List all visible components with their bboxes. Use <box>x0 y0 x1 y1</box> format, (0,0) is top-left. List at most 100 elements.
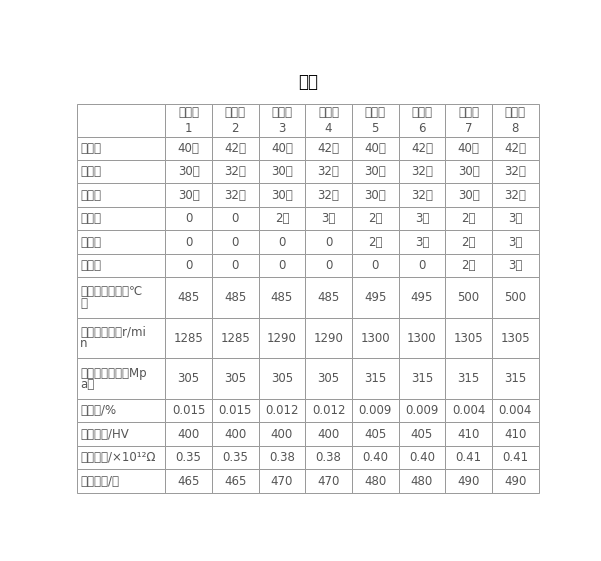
Text: 实施例: 实施例 <box>272 105 293 119</box>
Text: 0.40: 0.40 <box>362 451 388 464</box>
Bar <box>352 231 398 254</box>
Text: 3份: 3份 <box>508 259 522 272</box>
Bar <box>352 254 398 277</box>
Bar <box>212 231 258 254</box>
Text: 30份: 30份 <box>458 165 480 178</box>
Text: 2份: 2份 <box>462 259 476 272</box>
Bar <box>212 358 258 399</box>
Text: 0: 0 <box>278 259 285 272</box>
Bar <box>492 446 538 470</box>
Text: 32份: 32份 <box>224 165 246 178</box>
Bar <box>78 136 165 160</box>
Bar <box>445 160 492 183</box>
Bar <box>352 277 398 318</box>
Bar <box>212 446 258 470</box>
Text: ）: ） <box>81 297 87 310</box>
Bar <box>258 207 305 231</box>
Text: 0: 0 <box>371 259 379 272</box>
Bar <box>352 358 398 399</box>
Text: 485: 485 <box>177 291 200 304</box>
Bar <box>492 183 538 207</box>
Bar <box>398 183 445 207</box>
Bar <box>445 207 492 231</box>
Text: 305: 305 <box>224 372 246 385</box>
Bar <box>398 104 445 136</box>
Text: 0.009: 0.009 <box>359 404 392 417</box>
Bar <box>352 399 398 422</box>
Text: 405: 405 <box>410 427 433 441</box>
Text: 30份: 30份 <box>364 165 386 178</box>
Bar <box>258 183 305 207</box>
Bar <box>305 254 352 277</box>
Text: 485: 485 <box>271 291 293 304</box>
Text: 氧化硅: 氧化硅 <box>81 165 101 178</box>
Bar <box>165 136 212 160</box>
Text: 42份: 42份 <box>504 142 526 155</box>
Text: a）: a） <box>81 378 94 391</box>
Bar <box>212 136 258 160</box>
Text: 极限耐受转速r/mi: 极限耐受转速r/mi <box>81 326 146 339</box>
Bar <box>492 318 538 358</box>
Text: 1285: 1285 <box>174 332 204 344</box>
Text: 1290: 1290 <box>267 332 297 344</box>
Bar <box>258 470 305 493</box>
Text: 0: 0 <box>418 259 426 272</box>
Bar <box>445 183 492 207</box>
Text: 40份: 40份 <box>271 142 293 155</box>
Bar <box>352 160 398 183</box>
Text: 实施例: 实施例 <box>412 105 432 119</box>
Bar <box>212 160 258 183</box>
Text: 32份: 32份 <box>504 165 526 178</box>
Text: 400: 400 <box>224 427 246 441</box>
Bar <box>445 318 492 358</box>
Bar <box>398 318 445 358</box>
Text: 极限耐受压强（Mp: 极限耐受压强（Mp <box>81 366 147 380</box>
Bar <box>445 422 492 446</box>
Bar <box>445 446 492 470</box>
Text: 470: 470 <box>270 475 293 488</box>
Text: 400: 400 <box>177 427 200 441</box>
Bar <box>165 207 212 231</box>
Text: 40份: 40份 <box>178 142 200 155</box>
Text: 实施例: 实施例 <box>505 105 526 119</box>
Text: 30份: 30份 <box>271 188 293 201</box>
Bar <box>398 277 445 318</box>
Bar <box>352 318 398 358</box>
Bar <box>305 136 352 160</box>
Bar <box>258 160 305 183</box>
Bar <box>492 399 538 422</box>
Text: 1300: 1300 <box>407 332 437 344</box>
Bar <box>445 231 492 254</box>
Text: 405: 405 <box>364 427 386 441</box>
Bar <box>398 254 445 277</box>
Bar <box>212 183 258 207</box>
Bar <box>165 104 212 136</box>
Bar <box>78 358 165 399</box>
Text: 氧化锡: 氧化锡 <box>81 259 101 272</box>
Text: 实施例: 实施例 <box>178 105 199 119</box>
Text: 1285: 1285 <box>221 332 250 344</box>
Bar <box>445 104 492 136</box>
Text: 30份: 30份 <box>178 188 200 201</box>
Bar <box>352 136 398 160</box>
Text: 400: 400 <box>271 427 293 441</box>
Text: 480: 480 <box>410 475 433 488</box>
Text: 氧化钼: 氧化钼 <box>81 236 101 249</box>
Text: 32份: 32份 <box>318 188 340 201</box>
Bar <box>445 470 492 493</box>
Text: 30份: 30份 <box>271 165 293 178</box>
Text: 315: 315 <box>364 372 386 385</box>
Bar <box>305 183 352 207</box>
Bar <box>258 231 305 254</box>
Bar <box>305 399 352 422</box>
Text: 495: 495 <box>410 291 433 304</box>
Text: 0.009: 0.009 <box>405 404 439 417</box>
Bar <box>492 254 538 277</box>
Bar <box>258 318 305 358</box>
Text: 400: 400 <box>317 427 340 441</box>
Text: 0.35: 0.35 <box>175 451 201 464</box>
Bar <box>212 104 258 136</box>
Text: 0.41: 0.41 <box>456 451 481 464</box>
Bar <box>258 277 305 318</box>
Bar <box>258 399 305 422</box>
